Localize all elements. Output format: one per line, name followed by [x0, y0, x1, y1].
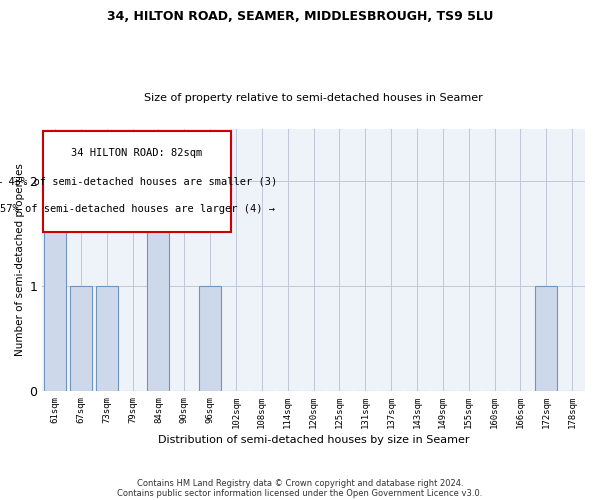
FancyBboxPatch shape [43, 131, 231, 232]
Title: Size of property relative to semi-detached houses in Seamer: Size of property relative to semi-detach… [144, 93, 483, 103]
Bar [148, 181, 169, 391]
X-axis label: Distribution of semi-detached houses by size in Seamer: Distribution of semi-detached houses by … [158, 435, 469, 445]
Text: 34, HILTON ROAD, SEAMER, MIDDLESBROUGH, TS9 5LU: 34, HILTON ROAD, SEAMER, MIDDLESBROUGH, … [107, 10, 493, 23]
Bar [44, 181, 66, 391]
Bar [199, 286, 221, 391]
Text: ← 43% of semi-detached houses are smaller (3): ← 43% of semi-detached houses are smalle… [0, 176, 278, 186]
Bar [70, 286, 92, 391]
Bar [95, 286, 118, 391]
Text: Contains HM Land Registry data © Crown copyright and database right 2024.: Contains HM Land Registry data © Crown c… [137, 478, 463, 488]
Bar [535, 286, 557, 391]
Y-axis label: Number of semi-detached properties: Number of semi-detached properties [15, 164, 25, 356]
Text: Contains public sector information licensed under the Open Government Licence v3: Contains public sector information licen… [118, 488, 482, 498]
Text: 34 HILTON ROAD: 82sqm: 34 HILTON ROAD: 82sqm [71, 148, 203, 158]
Text: 57% of semi-detached houses are larger (4) →: 57% of semi-detached houses are larger (… [0, 204, 275, 214]
